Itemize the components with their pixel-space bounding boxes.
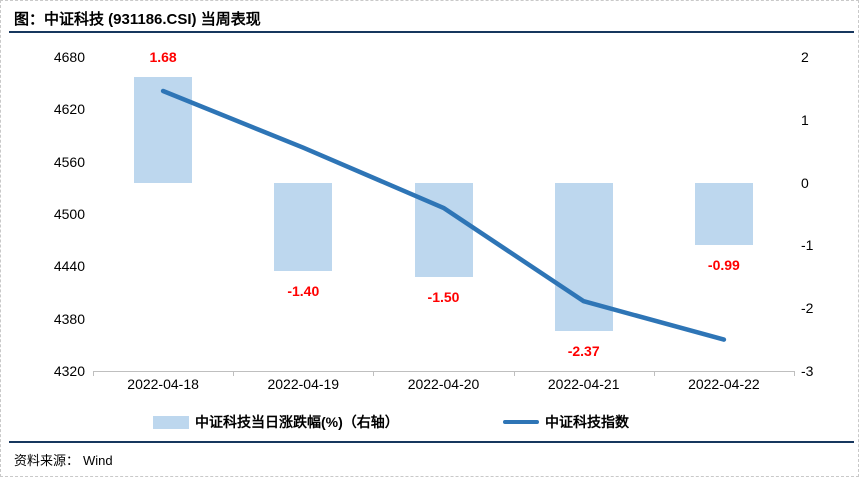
source-value: Wind — [83, 453, 113, 468]
left-axis-tick-label: 4320 — [53, 363, 85, 379]
x-axis-tick — [653, 371, 655, 376]
source-label: 资料来源： — [14, 453, 80, 468]
bar-value-label: -2.37 — [567, 343, 600, 360]
legend-label-line-series: 中证科技指数 — [545, 414, 629, 430]
bar-2022-04-20 — [414, 182, 473, 277]
left-axis-tick-label: 4500 — [53, 206, 85, 222]
left-axis-tick-label: 4680 — [53, 49, 85, 65]
legend-item-bar-series: 中证科技当日涨跌幅(%)（右轴） — [153, 413, 399, 431]
left-axis-tick-label: 4380 — [53, 310, 85, 327]
bar-2022-04-21 — [554, 182, 613, 332]
bar-2022-04-19 — [274, 182, 333, 271]
right-axis-tick-label: 2 — [801, 49, 809, 65]
x-axis-line — [93, 371, 795, 372]
bar-value-label: -0.99 — [707, 256, 740, 273]
left-axis-tick-label: 4620 — [53, 101, 85, 118]
x-axis-tick — [93, 371, 94, 376]
data-source-note: 资料来源： Wind — [14, 450, 113, 469]
x-axis-tick — [233, 371, 235, 376]
bar-2022-04-22 — [694, 182, 753, 245]
line-series-swatch-icon — [503, 419, 539, 425]
title-divider — [9, 31, 854, 33]
left-axis-tick-label: 4560 — [53, 153, 85, 170]
right-axis-tick-label: -1 — [801, 237, 814, 254]
page-title: 图：中证科技 (931186.CSI) 当周表现 — [14, 11, 261, 28]
x-axis-category-label: 2022-04-19 — [267, 376, 340, 392]
x-axis-category-label: 2022-04-20 — [407, 376, 480, 392]
legend-item-line-series: 中证科技指数 — [503, 413, 629, 431]
x-axis-category-label: 2022-04-18 — [127, 376, 199, 392]
right-axis-tick-label: -2 — [801, 300, 814, 317]
x-axis-tick — [513, 371, 515, 376]
bar-series-swatch-icon — [153, 415, 189, 429]
x-axis-category-label: 2022-04-22 — [688, 376, 760, 392]
bar-value-label: -1.40 — [287, 282, 320, 299]
x-axis-category-label: 2022-04-21 — [547, 376, 620, 392]
right-axis-tick-label: 0 — [801, 174, 809, 191]
x-axis-tick — [373, 371, 375, 376]
right-axis-tick-label: -3 — [801, 363, 814, 379]
footer-divider — [9, 441, 854, 443]
bar-2022-04-18 — [134, 77, 193, 183]
x-axis-tick — [794, 371, 795, 376]
bar-value-label: -1.50 — [427, 288, 460, 305]
right-axis-tick-label: 1 — [801, 111, 809, 128]
legend-label-bar-series: 中证科技当日涨跌幅(%)（右轴） — [195, 414, 399, 430]
left-axis-tick-label: 4440 — [53, 258, 85, 275]
bar-value-label: 1.68 — [149, 49, 177, 66]
